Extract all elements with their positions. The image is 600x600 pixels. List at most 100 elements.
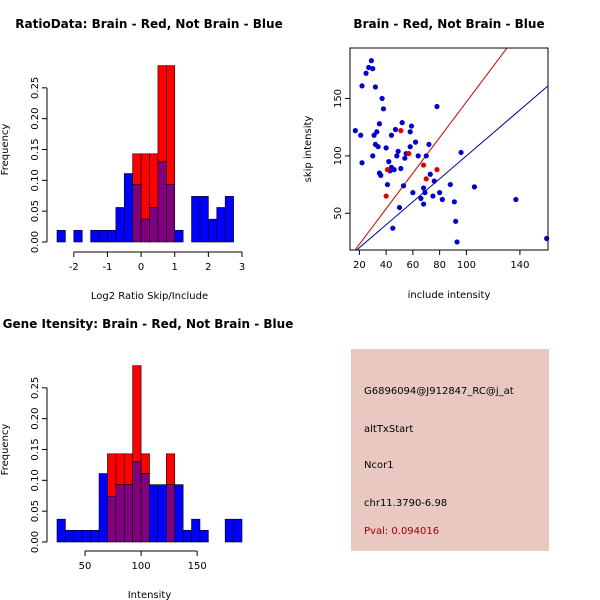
- not-brain-point-30: [396, 204, 403, 211]
- gene-intensity-histogram: Gene Itensity: Brain - Red, Not Brain - …: [0, 317, 293, 600]
- not-brain-bar-6: [107, 229, 117, 243]
- not-brain-point-48: [427, 171, 433, 177]
- not-brain-point-51: [434, 103, 440, 110]
- overlap-bar-10: [140, 473, 150, 543]
- not-brain-point-60: [513, 196, 519, 203]
- not-brain-point-32: [399, 120, 405, 126]
- overlap-bar-9: [132, 461, 142, 543]
- not-brain-bar-0: [56, 229, 66, 243]
- not-brain-point-21: [386, 159, 392, 165]
- not-brain-point-47: [426, 141, 432, 148]
- brain-bar-8: [123, 453, 133, 485]
- not-brain-point-28: [394, 153, 400, 159]
- brain-bar-13: [166, 453, 176, 485]
- not-brain-point-8: [370, 153, 376, 159]
- intensity-scatterplot: Brain - Red, Not Brain - Blue 20 40 60 80 100…: [303, 17, 550, 301]
- brain-bar-9: [132, 153, 142, 185]
- not-brain-bar-14: [174, 229, 184, 243]
- y-axis-label: skip intensity: [303, 116, 314, 183]
- chart-title: Brain - Red, Not Brain - Blue: [353, 17, 544, 31]
- chart-title: Gene Itensity: Brain - Red, Not Brain - …: [3, 317, 294, 331]
- not-brain-bar-20: [224, 196, 234, 243]
- not-brain-point-23: [388, 132, 395, 138]
- brain-bar-9: [132, 365, 142, 463]
- x-tick-label-5: 3: [239, 262, 245, 273]
- not-brain-point-3: [359, 83, 365, 89]
- probe-id: G6896094@J912847_RC@j_at: [364, 386, 514, 397]
- overlap-bar-9: [132, 184, 142, 243]
- not-brain-bar-11: [149, 484, 159, 543]
- y-tick-label-1: 100: [333, 146, 344, 165]
- brain-point-1: [384, 167, 391, 173]
- y-tick-label-4: 0.20: [30, 108, 41, 130]
- not-brain-point-19: [383, 145, 389, 151]
- not-brain-point-10: [372, 84, 379, 90]
- brain-point-2: [398, 128, 404, 134]
- not-brain-point-43: [420, 185, 427, 191]
- not-brain-bar-15: [182, 529, 192, 543]
- diagonal-line: [355, 85, 548, 250]
- ratio-histogram: RatioData: Brain - Red, Not Brain - Blue…: [0, 17, 283, 302]
- not-brain-point-20: [384, 181, 391, 188]
- not-brain-bar-5: [98, 229, 108, 243]
- brain-bar-7: [115, 453, 125, 485]
- brain-bar-6: [107, 453, 117, 497]
- x-tick-label-2: 150: [188, 561, 207, 572]
- brain-point-6: [434, 167, 440, 173]
- not-brain-bar-8: [123, 173, 133, 243]
- not-brain-bar-0: [56, 518, 66, 543]
- x-tick-label-0: 50: [79, 561, 92, 572]
- probe-info-panel: G6896094@J912847_RC@j_at altTxStart Ncor…: [351, 349, 549, 551]
- not-brain-point-58: [458, 149, 464, 156]
- y-tick-label-0: 50: [333, 207, 344, 220]
- overlap-bar-10: [140, 218, 150, 243]
- not-brain-point-37: [407, 129, 413, 135]
- not-brain-point-41: [415, 153, 421, 159]
- not-brain-bar-16: [191, 196, 201, 243]
- not-brain-point-5: [366, 64, 372, 71]
- not-brain-point-55: [451, 199, 457, 205]
- brain-point-0: [383, 193, 389, 199]
- not-brain-point-6: [368, 58, 375, 64]
- x-tick-label-3: 80: [433, 260, 446, 271]
- not-brain-point-45: [422, 190, 428, 196]
- overlap-bar-7: [115, 484, 125, 543]
- not-brain-point-34: [402, 155, 408, 161]
- not-brain-point-33: [400, 183, 407, 189]
- x-tick-label-2: 0: [138, 262, 144, 273]
- y-tick-label-1: 0.05: [30, 500, 41, 522]
- x-tick-label-1: 100: [132, 561, 151, 572]
- event-type: altTxStart: [364, 424, 414, 435]
- not-brain-bar-16: [191, 518, 201, 543]
- y-tick-label-0: 0.00: [30, 531, 41, 553]
- overlap-bar-12: [157, 161, 167, 243]
- y-tick-label-2: 0.10: [30, 169, 41, 191]
- not-brain-point-46: [423, 153, 429, 159]
- brain-bar-13: [166, 65, 176, 185]
- overlap-bar-6: [107, 496, 117, 543]
- y-tick-label-2: 0.10: [30, 469, 41, 491]
- y-tick-label-1: 0.05: [30, 200, 41, 222]
- not-brain-bar-7: [115, 207, 125, 243]
- not-brain-bar-21: [233, 518, 243, 543]
- not-brain-bar-18: [208, 218, 218, 243]
- not-brain-bar-17: [199, 196, 209, 243]
- x-axis-label: include intensity: [408, 290, 491, 301]
- not-brain-point-36: [407, 144, 413, 150]
- not-brain-point-4: [363, 70, 369, 76]
- not-brain-point-44: [420, 201, 427, 207]
- brain-point-4: [420, 162, 427, 168]
- not-brain-bar-19: [216, 207, 226, 243]
- not-brain-point-57: [454, 239, 460, 245]
- brain-point-5: [423, 176, 429, 182]
- not-brain-point-27: [392, 126, 399, 133]
- brain-bar-11: [149, 153, 159, 208]
- x-tick-label-4: 100: [457, 260, 476, 271]
- not-brain-bar-4: [90, 529, 100, 543]
- y-axis-label: Frequency: [0, 124, 11, 176]
- not-brain-point-18: [380, 106, 387, 112]
- not-brain-bar-3: [81, 529, 91, 543]
- brain-bar-10: [140, 453, 150, 474]
- x-tick-label-2: 60: [407, 260, 420, 271]
